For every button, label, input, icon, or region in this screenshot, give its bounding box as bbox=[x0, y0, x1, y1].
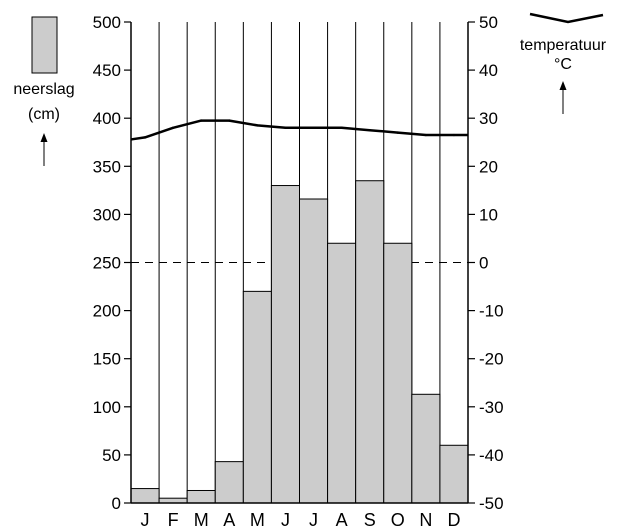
temperature-point bbox=[340, 126, 343, 130]
temperature-legend-line bbox=[529, 12, 604, 24]
left-tick-label: 400 bbox=[93, 109, 121, 128]
precipitation-bar bbox=[439, 444, 469, 504]
right-tick-label: -30 bbox=[479, 398, 504, 417]
precipitation-axis-label: neerslag bbox=[13, 81, 74, 98]
month-label: J bbox=[309, 510, 318, 530]
temperature-point bbox=[424, 133, 428, 137]
temperature-point bbox=[284, 126, 287, 130]
temperature-axis-label: temperatuur bbox=[520, 37, 607, 54]
temperature-point bbox=[143, 136, 147, 139]
right-tick-label: 40 bbox=[479, 61, 498, 80]
left-tick-label: 500 bbox=[93, 13, 121, 32]
precipitation-up-arrow bbox=[40, 133, 48, 166]
temperature-up-arrow bbox=[559, 81, 567, 114]
temperature-point bbox=[256, 124, 259, 127]
temperature-point bbox=[368, 129, 371, 132]
right-tick-label: -10 bbox=[479, 302, 504, 321]
axes bbox=[124, 21, 475, 504]
month-label: D bbox=[447, 510, 460, 530]
precipitation-bars bbox=[130, 180, 469, 504]
month-label: O bbox=[391, 510, 405, 530]
temperature-point bbox=[171, 126, 175, 130]
tick-labels: 050100150200250300350400450500-50-40-30-… bbox=[93, 13, 504, 513]
temperature-point bbox=[452, 133, 456, 137]
right-tick-label: -20 bbox=[479, 350, 504, 369]
precipitation-unit-label: (cm) bbox=[28, 106, 60, 123]
precipitation-bar bbox=[299, 198, 329, 504]
month-label: M bbox=[250, 510, 265, 530]
temperature-point bbox=[312, 126, 315, 130]
precipitation-bar bbox=[383, 242, 413, 504]
left-tick-label: 250 bbox=[93, 254, 121, 273]
right-tick-label: -50 bbox=[479, 494, 504, 513]
precipitation-bar bbox=[130, 488, 160, 504]
month-label: A bbox=[336, 510, 348, 530]
left-tick-label: 450 bbox=[93, 61, 121, 80]
left-tick-label: 150 bbox=[93, 350, 121, 369]
month-label: F bbox=[168, 510, 179, 530]
right-tick-label: -40 bbox=[479, 446, 504, 465]
month-label: N bbox=[419, 510, 432, 530]
left-tick-label: 350 bbox=[93, 157, 121, 176]
left-tick-label: 100 bbox=[93, 398, 121, 417]
right-tick-label: 20 bbox=[479, 157, 498, 176]
temperature-point bbox=[200, 119, 203, 122]
right-tick-label: 0 bbox=[479, 254, 488, 273]
precipitation-bar bbox=[355, 180, 385, 504]
temperature-line bbox=[130, 119, 469, 141]
left-tick-label: 300 bbox=[93, 205, 121, 224]
left-tick-label: 200 bbox=[93, 302, 121, 321]
precipitation-legend-swatch bbox=[31, 16, 58, 74]
precipitation-bar bbox=[270, 185, 300, 504]
right-tick-label: 30 bbox=[479, 109, 498, 128]
temperature-point bbox=[396, 131, 399, 134]
month-label: S bbox=[364, 510, 376, 530]
right-tick-label: 50 bbox=[479, 13, 498, 32]
month-label: M bbox=[194, 510, 209, 530]
month-label: J bbox=[281, 510, 290, 530]
precipitation-bar bbox=[242, 290, 272, 504]
left-tick-label: 0 bbox=[112, 494, 121, 513]
temperature-point bbox=[228, 119, 231, 122]
precipitation-bar bbox=[186, 489, 216, 504]
left-tick-label: 50 bbox=[102, 446, 121, 465]
precipitation-bar bbox=[214, 461, 244, 504]
temperature-line-layer bbox=[130, 119, 469, 141]
right-tick-label: 10 bbox=[479, 205, 498, 224]
temperature-unit-label: °C bbox=[554, 56, 572, 73]
month-label: A bbox=[223, 510, 235, 530]
precipitation-bar bbox=[327, 242, 357, 504]
precipitation-bar bbox=[411, 393, 441, 504]
month-label: J bbox=[141, 510, 150, 530]
